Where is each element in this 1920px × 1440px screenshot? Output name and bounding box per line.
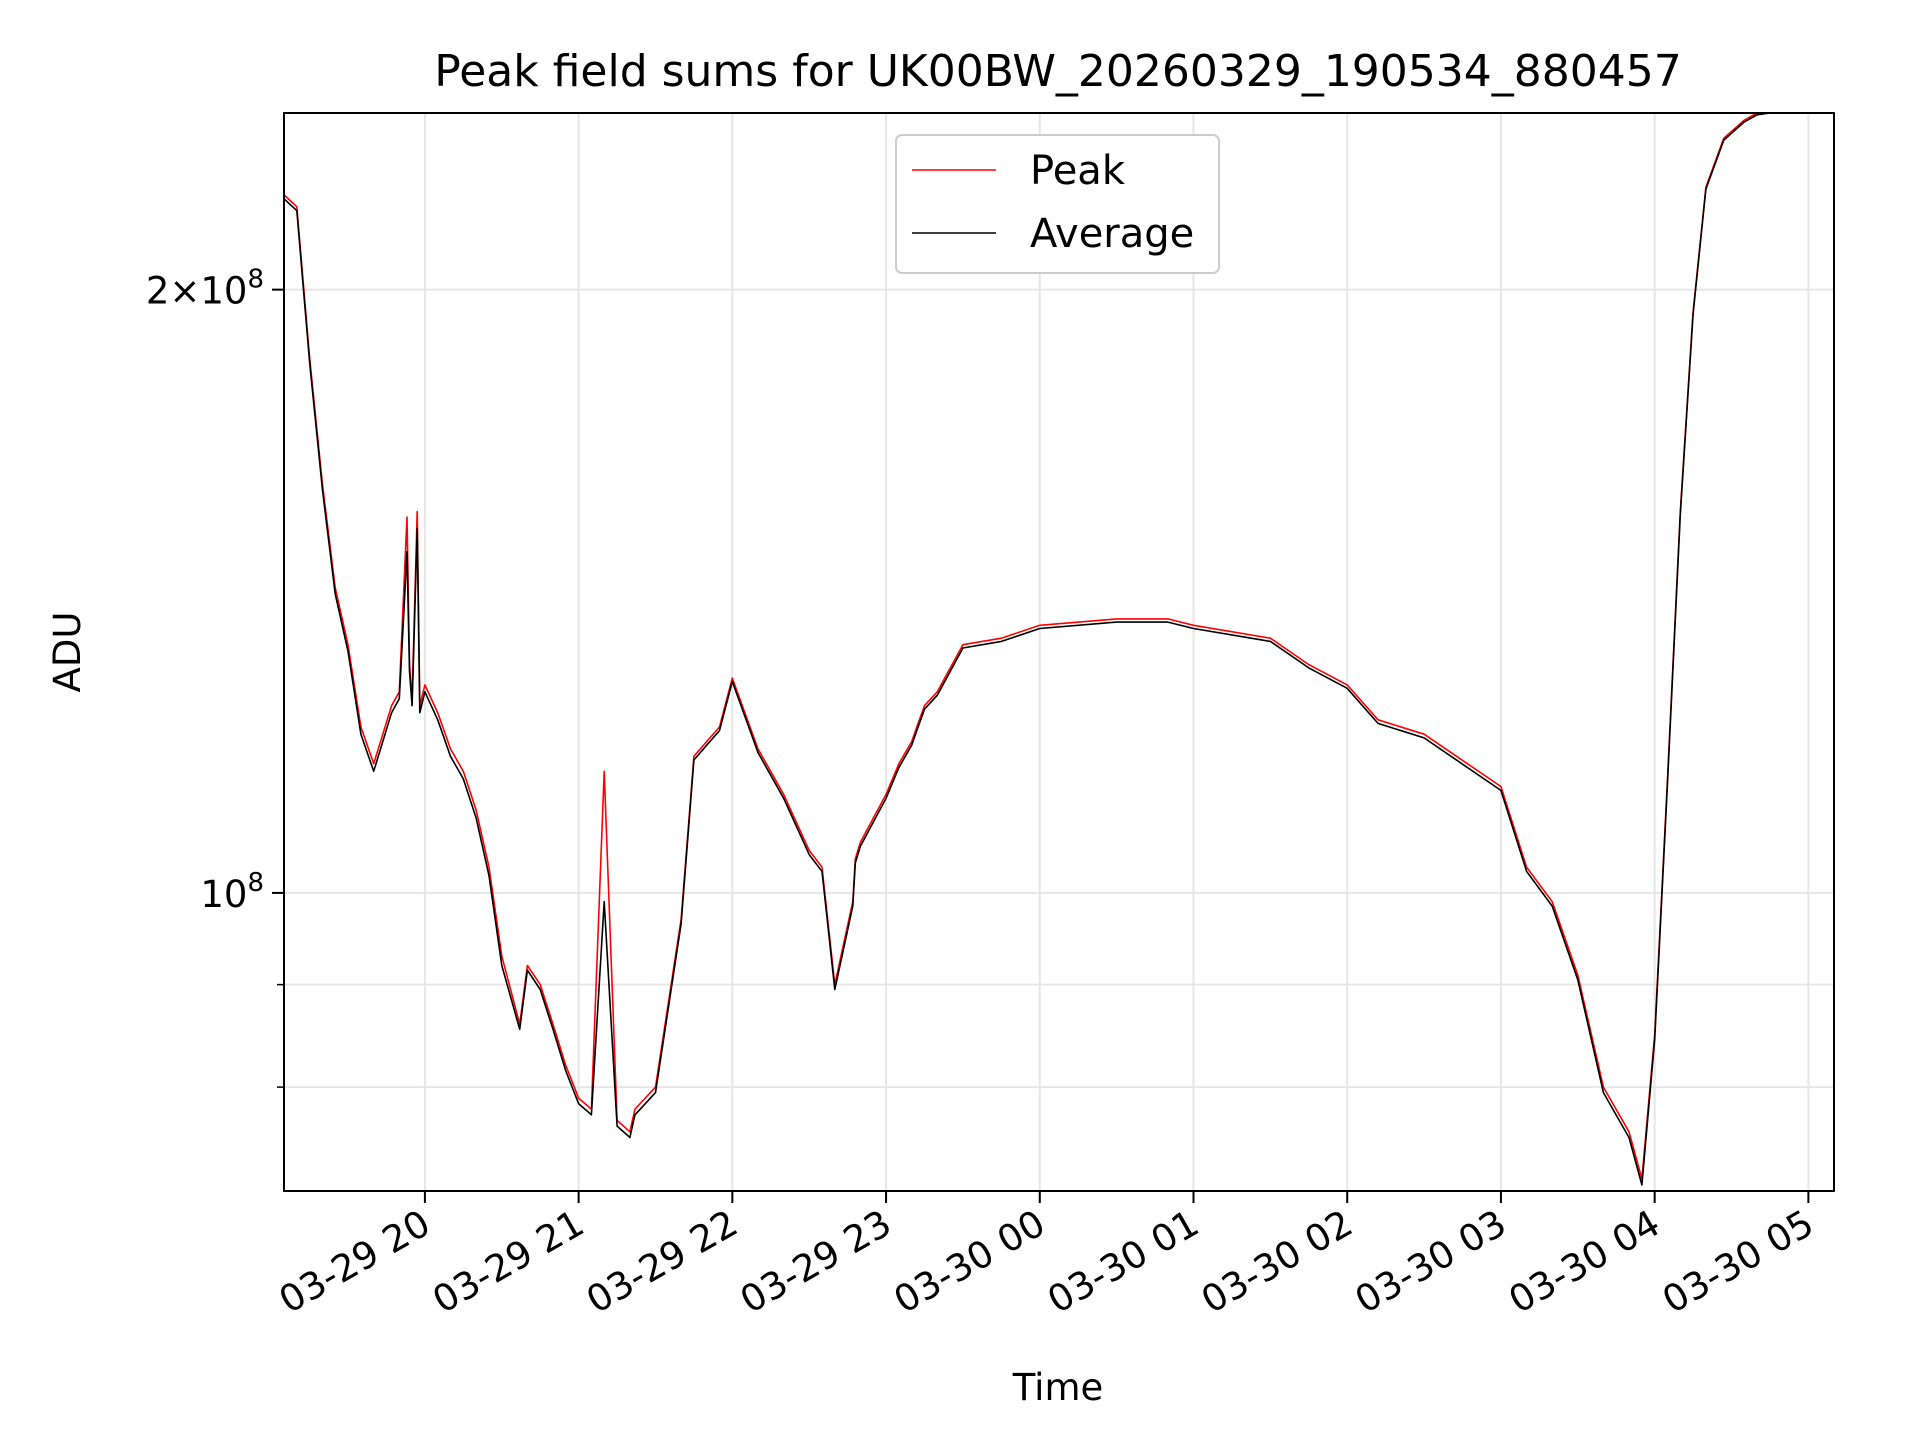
series-line-average: [283, 112, 1834, 1186]
chart-title: Peak field sums for UK00BW_20260329_1905…: [434, 46, 1682, 97]
x-axis-label: Time: [1012, 1366, 1104, 1409]
series-line-peak: [283, 112, 1834, 1180]
legend-label-average: Average: [1030, 211, 1194, 257]
y-axis: 108 2×108: [146, 265, 284, 1088]
y-axis-label: ADU: [46, 612, 89, 693]
grid: [284, 113, 1834, 1191]
legend: Peak Average: [895, 134, 1220, 274]
y-tick-label: 108: [200, 868, 264, 916]
series-layer: [283, 112, 1834, 1186]
legend-label-peak: Peak: [1030, 148, 1126, 194]
y-tick-label: 2×108: [146, 265, 264, 313]
plot-frame: [283, 112, 1835, 1192]
